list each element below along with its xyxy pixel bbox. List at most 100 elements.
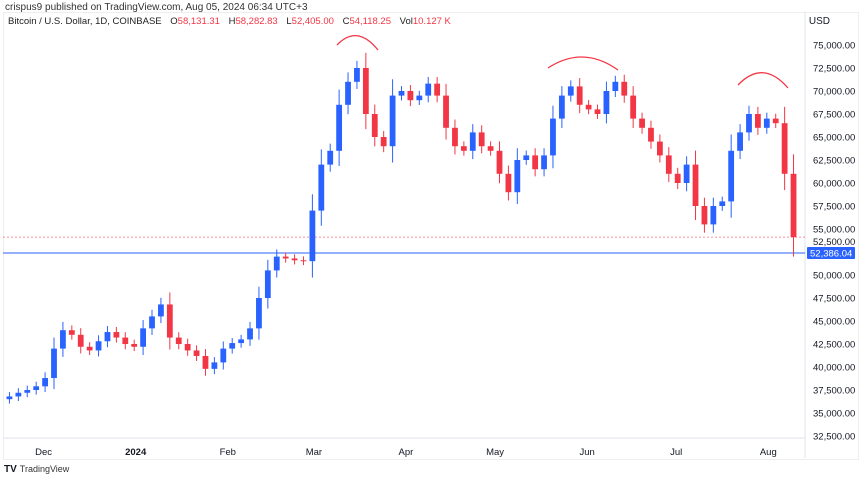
- y-tick-label: 52,500.00: [813, 237, 855, 248]
- support-price-tag: [807, 247, 855, 260]
- candle-body: [737, 132, 743, 151]
- candle-body: [318, 164, 325, 211]
- candle-body: [460, 146, 467, 151]
- publisher-info: crispus9 published on TradingView.com, A…: [5, 2, 308, 13]
- candle-body: [389, 95, 396, 147]
- y-tick-label: 55,000.00: [813, 225, 855, 236]
- candle-body: [247, 328, 253, 340]
- candle-body: [487, 146, 494, 151]
- x-tick-label: May: [486, 447, 504, 458]
- annotation-arc: [547, 56, 619, 71]
- candle-body: [33, 386, 40, 390]
- candle-body: [362, 68, 369, 114]
- ohlc-legend: Bitcoin / U.S. Dollar, 1D, COINBASE O58,…: [8, 16, 451, 27]
- candle-body: [514, 160, 521, 193]
- y-tick-label: 32,500.00: [813, 432, 855, 443]
- candle-body: [193, 350, 200, 356]
- open-label: O: [170, 16, 178, 27]
- candle-body: [211, 362, 218, 369]
- x-tick-label: Mar: [306, 447, 322, 458]
- candle-body: [327, 150, 334, 165]
- x-tick-label: Jun: [579, 447, 594, 458]
- y-tick-label: 75,000.00: [813, 41, 855, 52]
- candle-body: [273, 256, 280, 271]
- candle-body: [496, 150, 503, 174]
- candle-body: [220, 348, 227, 363]
- candle-body: [68, 330, 75, 335]
- candle-body: [256, 298, 262, 329]
- candle-body: [264, 270, 271, 298]
- candle-body: [692, 164, 699, 206]
- candle-body: [175, 337, 182, 344]
- candle-body: [550, 118, 556, 156]
- candle-body: [380, 137, 387, 147]
- tradingview-logo[interactable]: TV TradingView: [4, 464, 69, 475]
- y-tick-label: 65,000.00: [813, 133, 855, 144]
- candle-body: [140, 328, 147, 347]
- candle-body: [683, 164, 690, 183]
- candle-body: [648, 127, 654, 142]
- candle-body: [24, 390, 31, 393]
- y-tick-label: 45,000.00: [813, 317, 855, 328]
- candle-body: [158, 304, 164, 317]
- candle-body: [104, 332, 111, 342]
- candle-body: [585, 104, 592, 110]
- close-label: C: [342, 16, 350, 27]
- candle-body: [291, 258, 298, 261]
- candle-body: [532, 155, 539, 170]
- y-tick-label: 47,500.00: [813, 294, 855, 305]
- y-tick-label: 67,500.00: [813, 110, 855, 121]
- candle-body: [728, 150, 735, 202]
- candle-body: [131, 344, 138, 347]
- candle-body: [282, 256, 289, 259]
- tv-logo-icon: TV: [4, 464, 17, 475]
- chart-frame: [3, 12, 859, 460]
- volume-value: 10.127 K: [412, 16, 451, 27]
- support-price-label: 52,386.04: [810, 249, 852, 260]
- candle-body: [51, 348, 57, 379]
- candle-body: [184, 344, 191, 351]
- candle-body: [523, 155, 530, 160]
- candle-body: [763, 118, 770, 128]
- candle-body: [86, 346, 93, 351]
- y-tick-label: 35,000.00: [813, 409, 855, 420]
- candle-body: [790, 173, 797, 238]
- y-tick-label: 50,000.00: [813, 271, 855, 282]
- candle-body: [202, 355, 209, 369]
- candle-body: [443, 95, 449, 128]
- candle-body: [407, 91, 414, 101]
- x-tick-label: Dec: [35, 447, 52, 458]
- annotation-arc: [737, 72, 789, 89]
- candle-body: [710, 206, 717, 225]
- y-tick-label: 57,500.00: [813, 202, 855, 213]
- x-tick-label: Aug: [760, 447, 777, 458]
- x-tick-label: Feb: [220, 447, 236, 458]
- candle-body: [576, 86, 583, 105]
- x-tick-label: Apr: [399, 447, 414, 458]
- candle-body: [452, 127, 458, 147]
- low-value: 52,405.00: [291, 16, 334, 27]
- candle-body: [309, 210, 316, 262]
- open-value: 58,131.31: [177, 16, 220, 27]
- candle-body: [122, 337, 129, 344]
- candle-body: [229, 343, 236, 349]
- candle-body: [505, 173, 512, 193]
- candle-body: [541, 155, 547, 170]
- candle-body: [746, 114, 752, 133]
- candle-body: [478, 132, 485, 147]
- candle-body: [754, 114, 761, 128]
- y-tick-label: 40,000.00: [813, 363, 855, 374]
- low-label: L: [286, 16, 292, 27]
- candle-body: [621, 81, 628, 96]
- high-value: 58,282.83: [235, 16, 278, 27]
- candle-body: [469, 132, 476, 151]
- candle-body: [354, 68, 360, 82]
- candle-body: [77, 334, 84, 347]
- symbol-title[interactable]: Bitcoin / U.S. Dollar, 1D, COINBASE: [8, 16, 162, 27]
- candle-body: [781, 123, 788, 174]
- candle-body: [665, 155, 672, 174]
- candle-body: [398, 91, 405, 96]
- candle-body: [95, 341, 102, 351]
- candle-body: [558, 95, 565, 119]
